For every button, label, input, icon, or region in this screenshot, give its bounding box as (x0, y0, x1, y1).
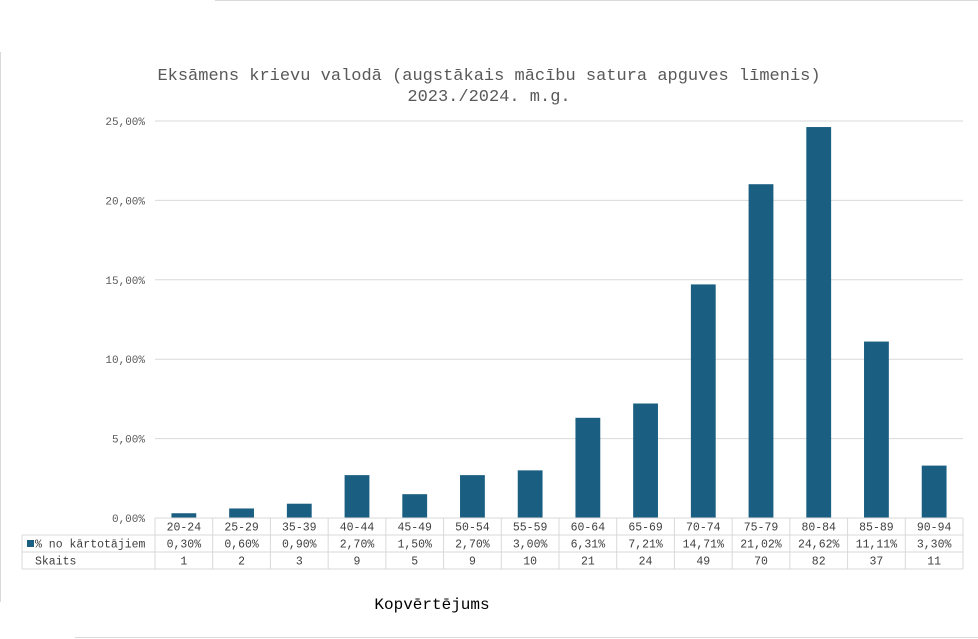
bar (864, 341, 889, 518)
count-value: 37 (870, 556, 884, 569)
data-label: 2,70% (455, 539, 490, 552)
chart-subtitle: 2023./2024. m.g. (407, 88, 570, 107)
category-label: 55-59 (513, 522, 548, 535)
y-tick-label: 20,00% (105, 196, 145, 208)
bar (517, 470, 543, 518)
legend-key (27, 540, 34, 547)
bar (633, 403, 658, 518)
data-label: 2,70% (340, 539, 375, 552)
y-tick-label: 25,00% (105, 117, 145, 129)
frame-edge-bottom (75, 637, 978, 638)
count-value: 11 (927, 556, 941, 569)
data-label: 3,30% (917, 539, 952, 552)
category-label: 45-49 (397, 522, 432, 535)
data-label: 21,02% (740, 539, 782, 552)
category-label: 25-29 (224, 522, 259, 535)
row-label: Skaits (35, 556, 76, 569)
legend-label: % no kārtotājiem (35, 539, 146, 552)
category-label: 50-54 (455, 522, 490, 535)
bar (171, 513, 197, 518)
y-tick-label: 0,00% (112, 514, 145, 526)
y-tick-label: 5,00% (112, 435, 145, 447)
category-label: 20-24 (167, 522, 202, 535)
bar (748, 184, 774, 518)
data-label: 0,90% (282, 539, 317, 552)
data-label: 0,60% (224, 539, 259, 552)
y-tick-label: 10,00% (105, 355, 145, 367)
data-label: 3,00% (513, 539, 548, 552)
bar (229, 508, 254, 518)
bar (806, 127, 832, 519)
category-label: 35-39 (282, 522, 317, 535)
category-label: 65-69 (628, 522, 663, 535)
bar (690, 284, 716, 518)
bar (402, 494, 428, 518)
count-value: 10 (523, 556, 537, 569)
count-value: 21 (581, 556, 595, 569)
count-value: 3 (296, 556, 303, 569)
data-label: 14,71% (683, 539, 725, 552)
data-label: 24,62% (798, 539, 840, 552)
data-label: 11,11% (856, 539, 898, 552)
y-tick-label: 15,00% (105, 276, 145, 288)
bars (171, 127, 947, 519)
bar (460, 475, 485, 518)
category-label: 60-64 (571, 522, 606, 535)
data-table: 20-24 25-29 35-39 40-44 45-49 50-54 55-59 60-64… (21, 517, 964, 570)
category-label: 75-79 (744, 522, 779, 535)
count-value: 70 (754, 556, 768, 569)
count-value: 2 (238, 556, 245, 569)
data-label: 6,31% (571, 539, 606, 552)
data-label: 1,50% (397, 539, 432, 552)
category-label: 90-94 (917, 522, 952, 535)
count-value: 9 (469, 556, 476, 569)
bar (575, 417, 601, 518)
x-axis-title: Kopvērtējums (374, 596, 489, 614)
category-label: 85-89 (859, 522, 894, 535)
bar (344, 475, 370, 518)
category-label: 70-74 (686, 522, 721, 535)
y-axis-ticks: 0,00% 5,00% 10,00% 15,00% 20,00% 25,00% (105, 117, 145, 526)
count-value: 5 (411, 556, 418, 569)
bar (921, 465, 947, 518)
bar (286, 503, 312, 518)
category-label: 40-44 (340, 522, 375, 535)
chart-title: Eksāmens krievu valodā (augstākais mācīb… (157, 67, 820, 86)
data-label: 7,21% (628, 539, 663, 552)
count-value: 49 (696, 556, 710, 569)
data-label: 0,30% (167, 539, 202, 552)
count-value: 24 (639, 556, 653, 569)
count-value: 1 (180, 556, 187, 569)
gridlines (155, 120, 963, 440)
category-label: 80-84 (801, 522, 836, 535)
frame-edge-top (215, 0, 978, 1)
count-value: 9 (354, 556, 361, 569)
frame-edge-left (0, 52, 1, 602)
count-value: 82 (812, 556, 826, 569)
